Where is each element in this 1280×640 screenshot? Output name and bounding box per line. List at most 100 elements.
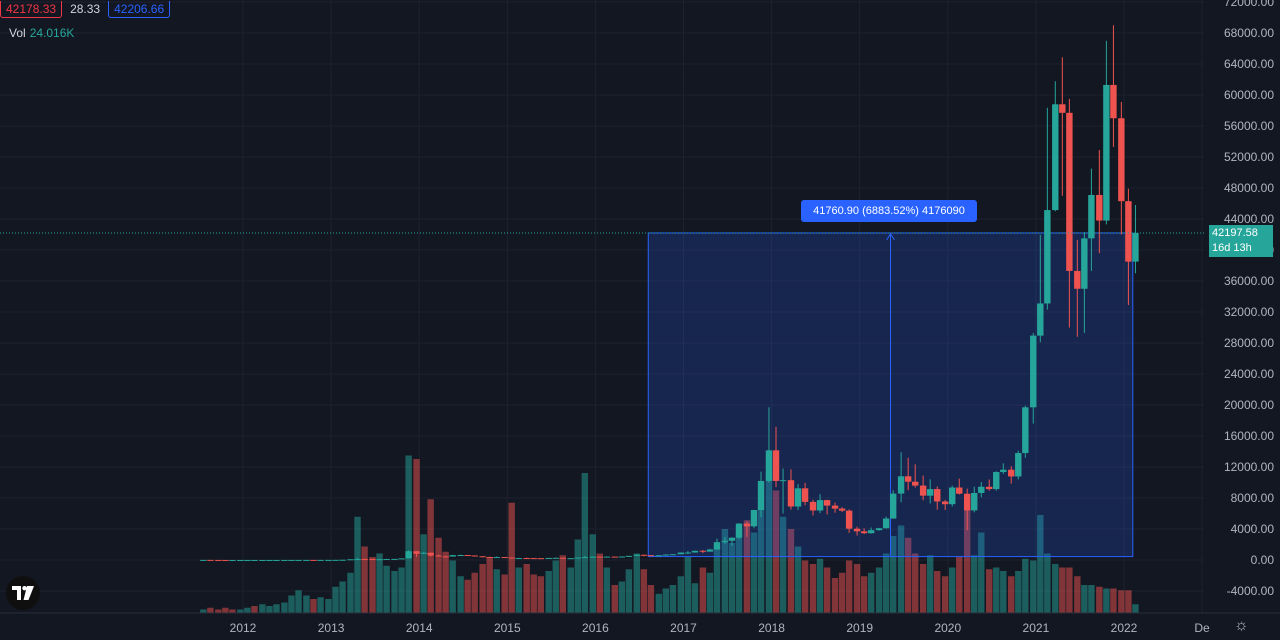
candle-body [1074, 270, 1081, 289]
candle-body [986, 486, 993, 490]
candle-body [779, 480, 787, 482]
volume-bar [757, 508, 765, 613]
candle-body [934, 489, 941, 502]
volume-bar [420, 534, 427, 613]
volume-bar [1125, 590, 1132, 613]
candle-body [1110, 84, 1117, 119]
volume-bar [559, 555, 567, 613]
y-tick-label: 64000.00 [1224, 57, 1274, 71]
candle-body [310, 559, 317, 561]
y-tick-label: 56000.00 [1224, 119, 1274, 133]
candle-body [457, 555, 464, 557]
volume-bar [398, 567, 405, 613]
volume-bar [897, 525, 905, 613]
candle-body [735, 523, 743, 538]
volume-bar [479, 564, 486, 613]
volume-bar [926, 555, 934, 613]
volume-bar [625, 569, 633, 613]
x-tick-label: 2021 [1023, 621, 1050, 635]
volume-bar [963, 508, 971, 613]
x-tick-label: 2015 [494, 621, 521, 635]
y-tick-label: 68000.00 [1224, 26, 1274, 40]
volume-bar [603, 567, 611, 613]
candle-body [750, 510, 758, 527]
measure-arrowhead [886, 233, 895, 241]
volume-bar [303, 595, 310, 613]
x-tick-label: 2012 [230, 621, 257, 635]
candle-body [1066, 112, 1073, 271]
candle-body [1015, 453, 1022, 477]
volume-bar [376, 553, 383, 613]
candle-body [237, 559, 244, 561]
volume-bar [618, 581, 626, 613]
y-tick-label: 16000.00 [1224, 429, 1274, 443]
tradingview-logo[interactable] [6, 576, 40, 610]
volume-bar [1037, 515, 1044, 613]
candle-body [941, 501, 949, 505]
volume-bar [457, 576, 464, 613]
candle-body [295, 559, 302, 561]
y-tick-label: 24000.00 [1224, 367, 1274, 381]
volume-bar [207, 607, 214, 613]
candle-body [978, 486, 985, 493]
candle-body [398, 558, 405, 560]
candle-body [625, 555, 633, 557]
candle-body [706, 549, 714, 552]
volume-bar [787, 529, 795, 613]
candle-body [993, 472, 1000, 490]
candle-body [831, 505, 839, 509]
volume-bar [493, 569, 500, 613]
candle-body [787, 480, 795, 507]
volume-bar [677, 576, 685, 613]
volume-bar [1096, 586, 1103, 613]
volume-bar [581, 473, 589, 613]
volume-bar [993, 567, 1000, 613]
volume-bar [552, 560, 559, 613]
price-axis[interactable]: 72000.00 68000.00 64000.00 60000.00 56000.00… [1204, 0, 1280, 640]
volume-bar [251, 606, 258, 613]
y-tick-label: 8000.00 [1231, 491, 1275, 505]
candle-body [207, 559, 214, 561]
volume-bar [237, 609, 244, 613]
volume-bar [949, 567, 956, 613]
y-tick-label: 32000.00 [1224, 305, 1274, 319]
volume-bar [779, 516, 787, 613]
volume-bar [1074, 576, 1081, 613]
volume-bar [669, 585, 677, 613]
volume-bar [361, 546, 368, 613]
current-price-tag: 42197.58 16d 13h [1209, 225, 1273, 257]
y-tick-label: 44000.00 [1224, 212, 1274, 226]
candle-body [823, 500, 831, 506]
legend-change: 28.33 [70, 2, 101, 16]
x-tick-label: 2022 [1111, 621, 1138, 635]
candle-body [618, 556, 626, 558]
volume-bar [501, 574, 508, 613]
volume-bar [574, 539, 581, 613]
candle-body [508, 557, 515, 559]
candle-body [794, 488, 802, 507]
settings-gear-icon[interactable]: ☼ [1234, 617, 1249, 634]
candle-body [691, 550, 699, 553]
volume-bar [1059, 567, 1066, 613]
candle-body [501, 557, 508, 559]
volume-bar [281, 602, 288, 613]
candle-body [699, 550, 707, 552]
candle-body [1052, 104, 1059, 211]
volume-bar [259, 604, 266, 613]
candle-body [633, 554, 641, 556]
candle-body [376, 559, 383, 561]
volume-bar [354, 516, 361, 613]
volume-label: Vol [9, 26, 26, 40]
time-axis[interactable]: 2012 2013 2014 2015 2016 2017 2018 2019 2020 2021… [0, 612, 1280, 635]
volume-bar [882, 553, 890, 613]
candle-body [611, 556, 618, 558]
candle-body [647, 555, 655, 557]
volume-bar [317, 597, 324, 613]
candle-body [1081, 238, 1088, 289]
candle-body [728, 537, 736, 541]
volume-bar [464, 579, 471, 613]
y-tick-label: 52000.00 [1224, 150, 1274, 164]
candle-body [662, 554, 670, 556]
candle-body [266, 559, 273, 561]
